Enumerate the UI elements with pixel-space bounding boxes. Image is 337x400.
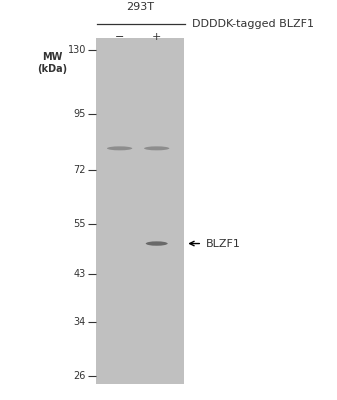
Text: 43: 43 xyxy=(74,269,86,279)
Text: 293T: 293T xyxy=(126,2,154,12)
Text: +: + xyxy=(152,32,161,42)
Ellipse shape xyxy=(144,146,170,150)
Ellipse shape xyxy=(146,241,168,246)
Text: DDDDK-tagged BLZF1: DDDDK-tagged BLZF1 xyxy=(192,19,314,29)
Text: 34: 34 xyxy=(74,317,86,327)
Text: 130: 130 xyxy=(67,45,86,55)
Text: 55: 55 xyxy=(73,219,86,229)
Text: MW
(kDa): MW (kDa) xyxy=(37,52,67,74)
Text: 26: 26 xyxy=(73,371,86,381)
Bar xyxy=(96,38,184,384)
Text: 95: 95 xyxy=(73,108,86,118)
Ellipse shape xyxy=(107,146,132,150)
Text: −: − xyxy=(115,32,124,42)
Text: BLZF1: BLZF1 xyxy=(206,238,240,248)
Text: 72: 72 xyxy=(73,165,86,175)
